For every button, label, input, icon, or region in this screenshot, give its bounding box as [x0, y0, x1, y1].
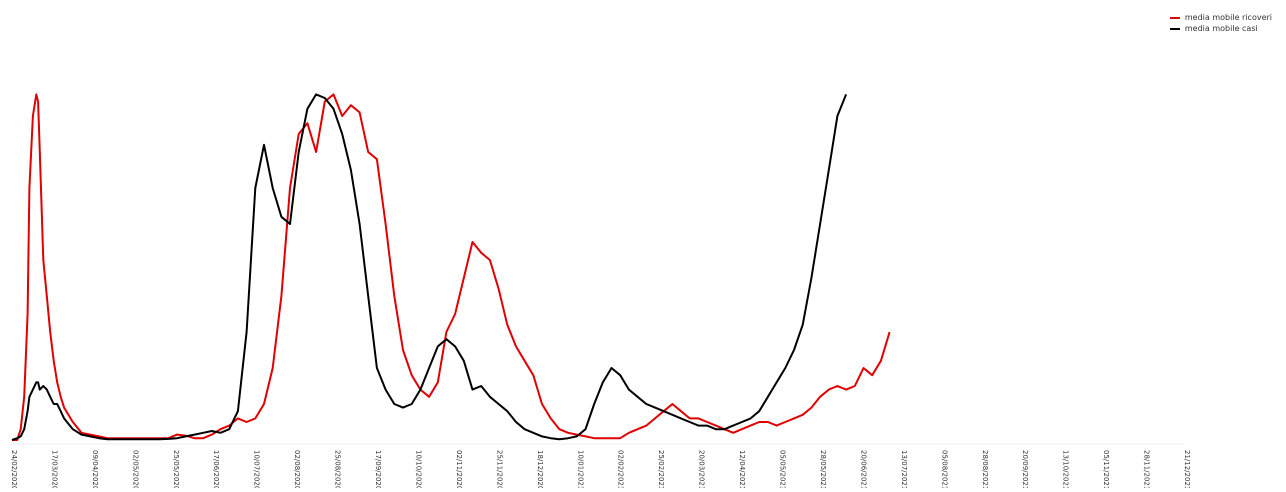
x-tick-label: 10/07/2020 — [253, 450, 261, 488]
x-tick-label: 10/01/2021 — [576, 450, 584, 488]
legend-swatch-casi — [1169, 27, 1180, 30]
x-tick-label: 18/12/2020 — [536, 450, 544, 488]
x-tick-label: 28/05/2021 — [819, 450, 827, 488]
legend: media mobile ricoveri media mobile casi — [1169, 12, 1272, 34]
x-tick-label: 05/08/2021 — [940, 450, 948, 488]
legend-item-ricoveri: media mobile ricoveri — [1169, 12, 1272, 23]
x-tick-label: 28/11/2021 — [1143, 450, 1151, 488]
x-tick-label: 25/11/2020 — [495, 450, 503, 488]
x-tick-label: 20/03/2021 — [698, 450, 706, 488]
x-tick-label: 25/02/2021 — [657, 450, 665, 488]
series-line-ricoveri — [12, 93, 891, 441]
x-tick-label: 13/10/2021 — [1062, 450, 1070, 488]
x-tick-label: 12/04/2021 — [738, 450, 746, 488]
x-tick-label: 17/09/2020 — [374, 450, 382, 488]
x-tick-label: 02/02/2021 — [617, 450, 625, 488]
x-tick-label: 02/11/2020 — [455, 450, 463, 488]
x-tick-label: 02/05/2020 — [131, 450, 139, 488]
legend-label-casi: media mobile casi — [1184, 24, 1258, 33]
x-tick-label: 09/04/2020 — [91, 450, 99, 488]
x-tick-label: 25/05/2020 — [172, 450, 180, 488]
x-tick-label: 02/08/2020 — [293, 450, 301, 488]
series-line-casi — [11, 93, 848, 441]
x-tick-label: 05/05/2021 — [779, 450, 787, 488]
x-tick-label: 21/12/2021 — [1183, 450, 1191, 488]
x-tick-label: 17/03/2020 — [50, 450, 58, 488]
x-tick-label: 13/07/2021 — [900, 450, 908, 488]
x-tick-label: 17/06/2020 — [212, 450, 220, 488]
x-tick-label: 28/08/2021 — [981, 450, 989, 488]
legend-label-ricoveri: media mobile ricoveri — [1184, 13, 1272, 22]
x-tick-label: 20/06/2021 — [859, 450, 867, 488]
x-tick-label: 24/02/2020 — [10, 450, 18, 488]
x-tick-label: 05/11/2021 — [1102, 450, 1110, 488]
legend-swatch-ricoveri — [1169, 16, 1180, 19]
x-tick-label: 25/08/2020 — [334, 450, 342, 488]
x-tick-label: 20/09/2021 — [1021, 450, 1029, 488]
legend-item-casi: media mobile casi — [1169, 23, 1272, 34]
x-tick-label: 10/10/2020 — [414, 450, 422, 488]
